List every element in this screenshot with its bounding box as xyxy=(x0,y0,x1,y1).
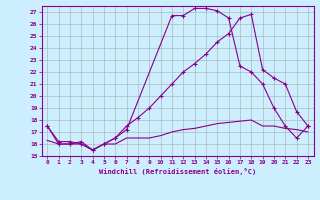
X-axis label: Windchill (Refroidissement éolien,°C): Windchill (Refroidissement éolien,°C) xyxy=(99,168,256,175)
